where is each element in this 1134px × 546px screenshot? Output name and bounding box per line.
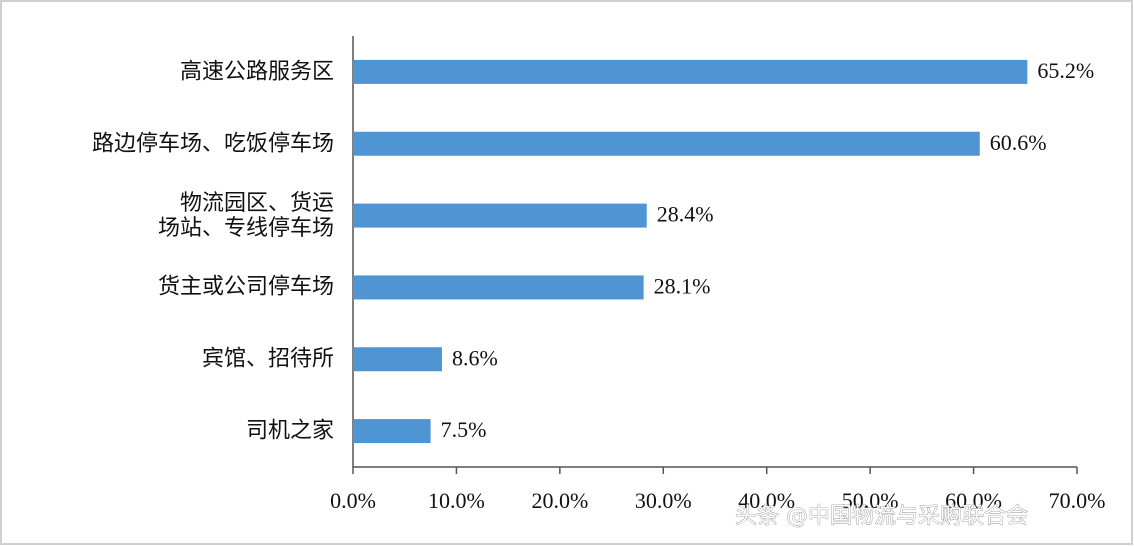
bar <box>353 419 431 444</box>
category-label: 司机之家 <box>245 418 334 444</box>
x-tick-label: 70.0% <box>1049 488 1106 513</box>
category-label: 货主或公司停车场 <box>157 274 334 300</box>
x-tick-label: 30.0% <box>635 488 692 513</box>
x-tick-label: 20.0% <box>531 488 588 513</box>
category-label: 宾馆、招待所 <box>201 346 334 372</box>
watermark: 头条 @中国物流与采购联合会 <box>735 504 1028 529</box>
value-label: 28.4% <box>657 202 714 227</box>
x-tick-label: 40.0% <box>738 488 795 513</box>
bar <box>353 203 647 228</box>
bar <box>353 131 980 156</box>
x-tick-label: 50.0% <box>842 488 899 513</box>
category-label: 路边停车场、吃饭停车场 <box>91 131 334 157</box>
value-label: 28.1% <box>654 273 711 298</box>
bar <box>353 59 1028 84</box>
category-label: 物流园区、货运 场站、专线停车场 <box>157 190 334 241</box>
x-tick-label: 60.0% <box>945 488 1002 513</box>
x-tick-label: 10.0% <box>428 488 485 513</box>
value-label: 8.6% <box>452 345 498 370</box>
bar <box>353 275 644 300</box>
value-label: 7.5% <box>441 417 487 442</box>
category-label: 高速公路服务区 <box>179 59 334 85</box>
bar <box>353 347 442 372</box>
value-label: 65.2% <box>1037 58 1094 83</box>
value-label: 60.6% <box>990 130 1047 155</box>
x-tick-label: 0.0% <box>330 488 376 513</box>
